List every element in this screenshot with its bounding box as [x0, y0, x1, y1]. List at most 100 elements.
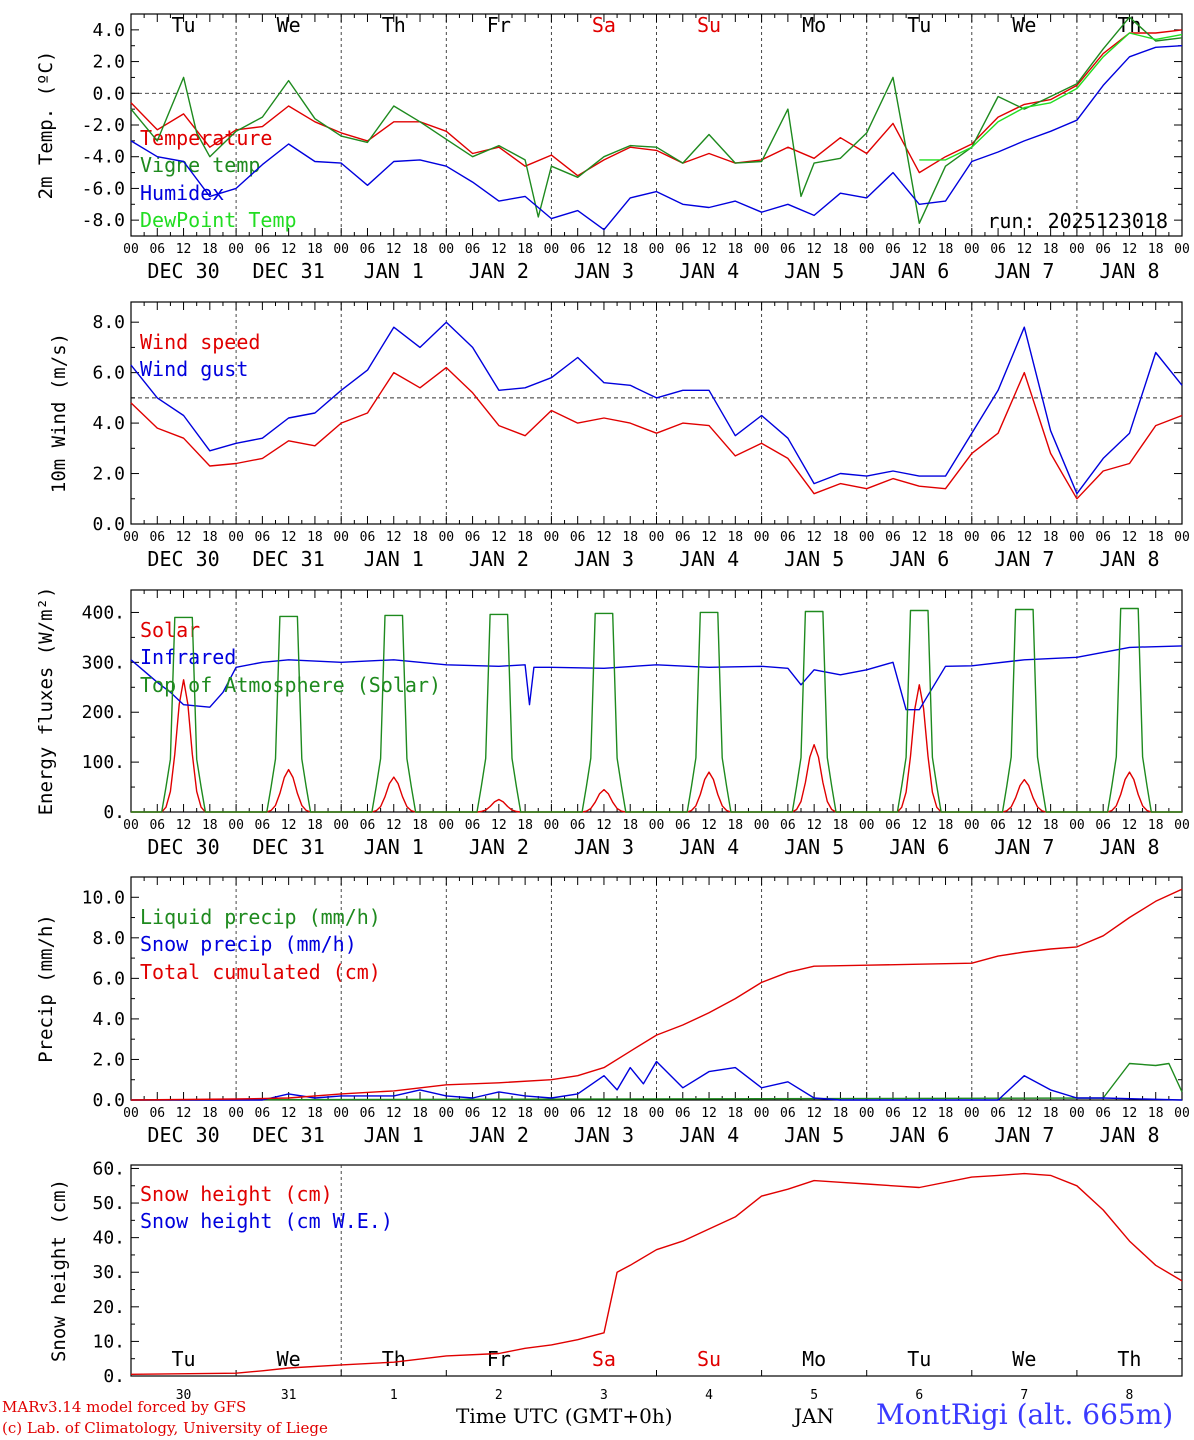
hour-label: 12	[1122, 818, 1138, 833]
y-tick-label: -2.0	[82, 115, 125, 136]
month-day-label: 7	[1020, 1388, 1028, 1403]
hour-label: 18	[833, 530, 849, 545]
hour-label: 12	[386, 818, 402, 833]
y-tick-label: 2.0	[92, 52, 125, 73]
hour-label: 00	[649, 818, 665, 833]
date-label: JAN 2	[469, 547, 529, 571]
series-line-snow-precip-mm-h-	[131, 1060, 1183, 1101]
hour-label: 00	[544, 1106, 560, 1121]
weekday-label: Th	[382, 13, 406, 37]
hour-label: 06	[360, 1106, 376, 1121]
weekday-label: Mo	[802, 13, 826, 37]
date-label: JAN 3	[574, 1123, 634, 1147]
series-line-dewpoint-temp	[919, 32, 1183, 161]
hour-label: 12	[806, 242, 822, 257]
date-label: JAN 6	[889, 259, 949, 283]
hour-label: 00	[649, 242, 665, 257]
date-label: JAN 3	[574, 547, 634, 571]
date-label: JAN 4	[679, 1123, 739, 1147]
hour-label: 00	[544, 530, 560, 545]
y-tick-label: -8.0	[82, 210, 125, 231]
date-label: JAN 4	[679, 259, 739, 283]
hour-label: 00	[228, 1106, 244, 1121]
legend-entry: Wind speed	[140, 330, 260, 354]
hour-label: 18	[938, 818, 954, 833]
hour-label: 12	[176, 530, 192, 545]
hour-label: 12	[1122, 1106, 1138, 1121]
legend-entry: Liquid precip (mm/h)	[140, 905, 381, 929]
hour-label: 18	[202, 242, 218, 257]
y-tick-label: 4.0	[92, 1009, 125, 1030]
hour-label: 12	[911, 242, 927, 257]
hour-label: 00	[964, 1106, 980, 1121]
hour-label: 18	[307, 530, 323, 545]
hour-label: 18	[412, 242, 428, 257]
hour-label: 18	[727, 242, 743, 257]
hour-label: 18	[517, 818, 533, 833]
month-day-label: 5	[810, 1388, 818, 1403]
hour-label: 12	[281, 242, 297, 257]
hour-label: 06	[885, 530, 901, 545]
hour-label: 06	[149, 818, 165, 833]
legend-entry: Snow height (cm W.E.)	[140, 1209, 393, 1233]
hour-label: 18	[833, 818, 849, 833]
date-label: DEC 31	[253, 259, 325, 283]
hour-label: 00	[1069, 530, 1085, 545]
hour-label: 12	[386, 1106, 402, 1121]
legend-entry: Temperature	[140, 126, 272, 150]
hour-label: 12	[1017, 530, 1033, 545]
hour-label: 06	[885, 242, 901, 257]
y-tick-label: 20.	[92, 1297, 125, 1318]
hour-label: 00	[333, 242, 349, 257]
hour-label: 00	[123, 1106, 139, 1121]
y-tick-label: 30.	[92, 1262, 125, 1283]
y-tick-label: 400.	[82, 602, 125, 623]
hour-label: 00	[964, 818, 980, 833]
legend-entry: Infrared	[140, 645, 236, 669]
hour-label: 18	[202, 530, 218, 545]
series-line-humidex	[130, 45, 1183, 231]
hour-label: 00	[123, 530, 139, 545]
hour-label: 06	[990, 818, 1006, 833]
hour-label: 12	[491, 1106, 507, 1121]
legend-entry: Humidex	[140, 181, 224, 205]
hour-label: 12	[176, 1106, 192, 1121]
hour-label: 18	[622, 818, 638, 833]
hour-label: 00	[333, 1106, 349, 1121]
date-label: JAN 1	[364, 835, 424, 859]
date-label: JAN 6	[889, 547, 949, 571]
series-line-wind-gust	[130, 321, 1183, 495]
series-line-snow-height-cm-	[130, 1172, 1183, 1375]
hour-label: 12	[1122, 242, 1138, 257]
hour-label: 18	[307, 242, 323, 257]
y-tick-label: 60.	[92, 1158, 125, 1179]
hour-label: 18	[727, 818, 743, 833]
y-tick-label: 0.0	[92, 83, 125, 104]
hour-label: 06	[1095, 242, 1111, 257]
run-label: run: 2025123018	[987, 209, 1168, 233]
panel-5: 0.10.20.30.40.50.60.Snow height (cm)30 31…	[48, 1158, 1183, 1403]
hour-label: 12	[806, 818, 822, 833]
hour-label: 06	[255, 818, 271, 833]
hour-label: 06	[780, 242, 796, 257]
hour-label: 06	[255, 530, 271, 545]
date-label: DEC 31	[253, 1123, 325, 1147]
y-tick-label: 2.0	[92, 1049, 125, 1070]
y-tick-label: 0.	[103, 1366, 125, 1387]
hour-label: 00	[754, 1106, 770, 1121]
date-label: DEC 30	[147, 1123, 219, 1147]
weekday-label: Tu	[172, 1347, 196, 1371]
hour-label: 18	[307, 1106, 323, 1121]
hour-label: 06	[675, 242, 691, 257]
hour-label: 18	[1148, 818, 1164, 833]
date-label: JAN 6	[889, 835, 949, 859]
hour-label: 18	[517, 242, 533, 257]
hour-label: 18	[202, 1106, 218, 1121]
date-label: JAN 5	[784, 259, 844, 283]
weekday-label: We	[1012, 13, 1036, 37]
hour-label: 18	[1148, 1106, 1164, 1121]
hour-label: 12	[281, 818, 297, 833]
date-label: JAN 1	[364, 1123, 424, 1147]
hour-label: 06	[255, 1106, 271, 1121]
hour-label: 06	[1095, 530, 1111, 545]
